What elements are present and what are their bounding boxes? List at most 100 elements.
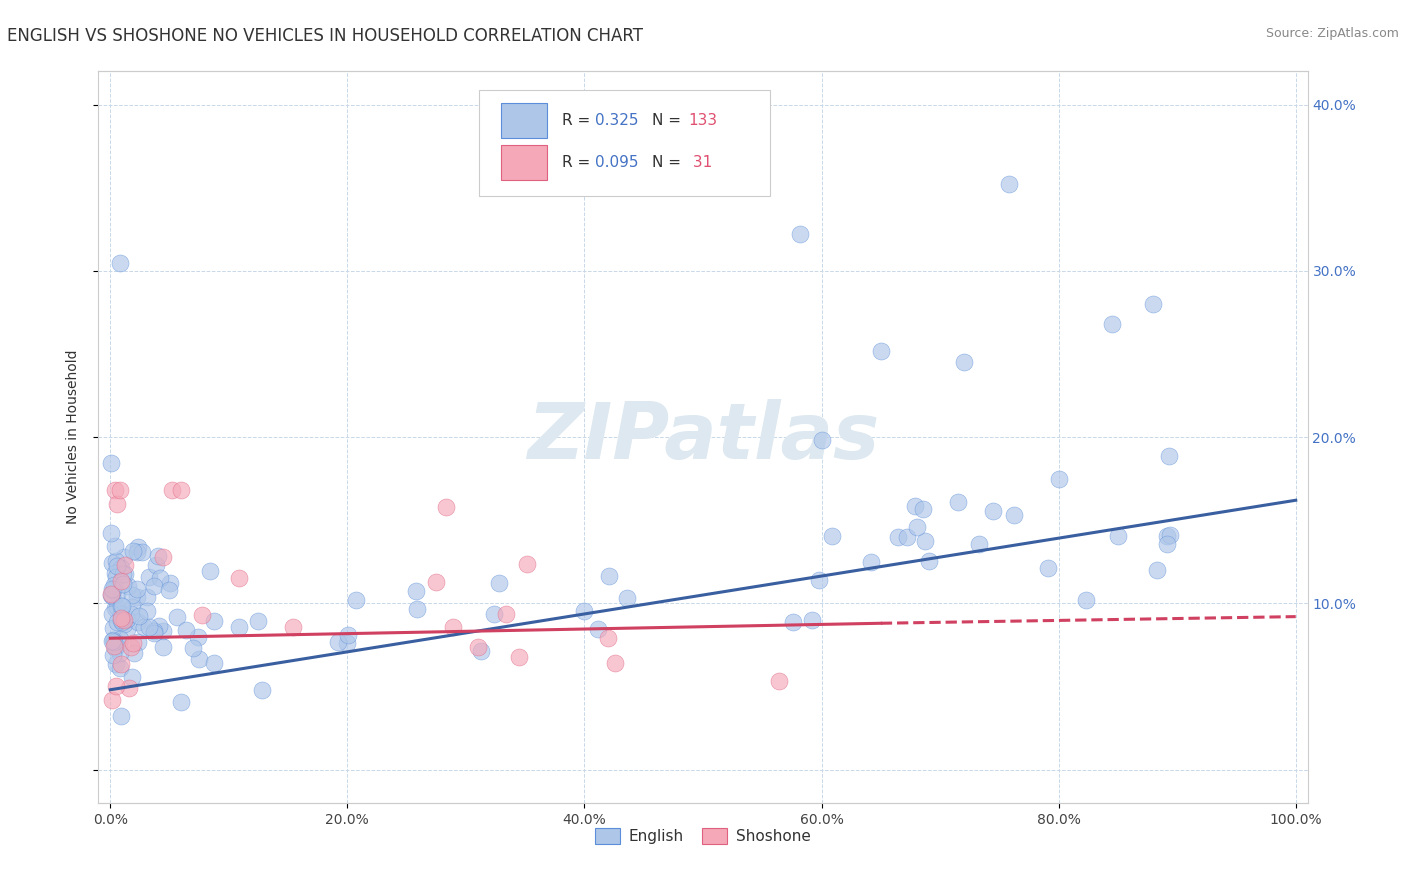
Point (100, 582, 122, 597)
Point (328, 635, 350, 649)
Point (603, 656, 626, 670)
Point (869, 343, 891, 358)
Point (967, 537, 990, 551)
Point (1157, 450, 1180, 464)
Point (103, 640, 125, 654)
Point (905, 520, 928, 534)
Point (1107, 529, 1129, 543)
Point (108, 483, 131, 498)
Point (114, 558, 136, 572)
FancyBboxPatch shape (501, 103, 547, 138)
Point (101, 648, 124, 662)
Point (108, 646, 131, 660)
Point (981, 504, 1004, 518)
Point (159, 575, 181, 590)
Point (110, 660, 132, 674)
Point (138, 620, 160, 634)
Point (160, 483, 183, 498)
Text: N =: N = (652, 155, 686, 170)
Point (187, 630, 209, 644)
Point (800, 613, 823, 627)
Point (112, 550, 135, 565)
Point (508, 650, 530, 665)
Point (105, 497, 128, 511)
Point (100, 590, 122, 604)
Point (405, 583, 427, 598)
Point (1156, 537, 1178, 551)
Point (484, 607, 506, 621)
Point (100, 693, 122, 707)
Point (470, 644, 492, 658)
Point (110, 607, 132, 622)
Point (135, 590, 157, 604)
Point (138, 570, 160, 584)
Point (1047, 472, 1070, 486)
Point (120, 607, 142, 622)
Point (170, 695, 193, 709)
Point (121, 670, 143, 684)
Point (127, 590, 149, 604)
Point (281, 620, 304, 634)
Point (122, 543, 145, 558)
Text: 0.325: 0.325 (595, 113, 638, 128)
Point (112, 566, 135, 581)
Point (574, 604, 596, 618)
Point (228, 571, 250, 585)
Point (101, 556, 124, 570)
Point (143, 626, 166, 640)
Point (174, 623, 197, 637)
Point (110, 561, 132, 575)
Point (100, 587, 122, 601)
Point (100, 588, 122, 602)
Point (148, 619, 170, 633)
Point (103, 578, 125, 592)
Point (914, 533, 936, 548)
FancyBboxPatch shape (501, 145, 547, 180)
Point (425, 575, 447, 590)
Point (100, 457, 122, 471)
Point (336, 636, 359, 650)
Point (434, 500, 457, 514)
Point (1156, 528, 1178, 542)
Point (148, 549, 170, 563)
Point (488, 576, 510, 591)
Point (166, 610, 188, 624)
Point (344, 592, 367, 607)
Point (110, 614, 132, 628)
Point (1159, 527, 1181, 541)
Point (103, 635, 125, 649)
Point (904, 499, 927, 513)
Text: 133: 133 (689, 113, 717, 128)
Point (157, 582, 180, 597)
Point (202, 614, 225, 628)
Point (104, 539, 127, 553)
Point (105, 554, 128, 568)
Point (516, 557, 538, 571)
Point (104, 600, 127, 615)
Point (467, 640, 489, 654)
Point (170, 483, 193, 498)
Point (127, 635, 149, 649)
Point (598, 569, 620, 583)
Point (105, 559, 128, 574)
Point (441, 620, 464, 634)
Point (128, 609, 150, 624)
Point (110, 610, 132, 624)
Point (108, 632, 131, 646)
Point (495, 607, 517, 622)
Point (112, 616, 135, 631)
Point (101, 621, 124, 635)
Point (117, 579, 139, 593)
Point (586, 622, 609, 636)
Point (121, 588, 143, 602)
Text: ENGLISH VS SHOSHONE NO VEHICLES IN HOUSEHOLD CORRELATION CHART: ENGLISH VS SHOSHONE NO VEHICLES IN HOUSE… (7, 27, 643, 45)
Text: 31: 31 (689, 155, 713, 170)
Point (596, 631, 619, 645)
Point (1146, 563, 1168, 577)
Point (110, 709, 132, 723)
Point (105, 639, 128, 653)
Point (105, 600, 128, 615)
Point (918, 554, 941, 568)
Point (101, 633, 124, 648)
Point (120, 640, 142, 654)
